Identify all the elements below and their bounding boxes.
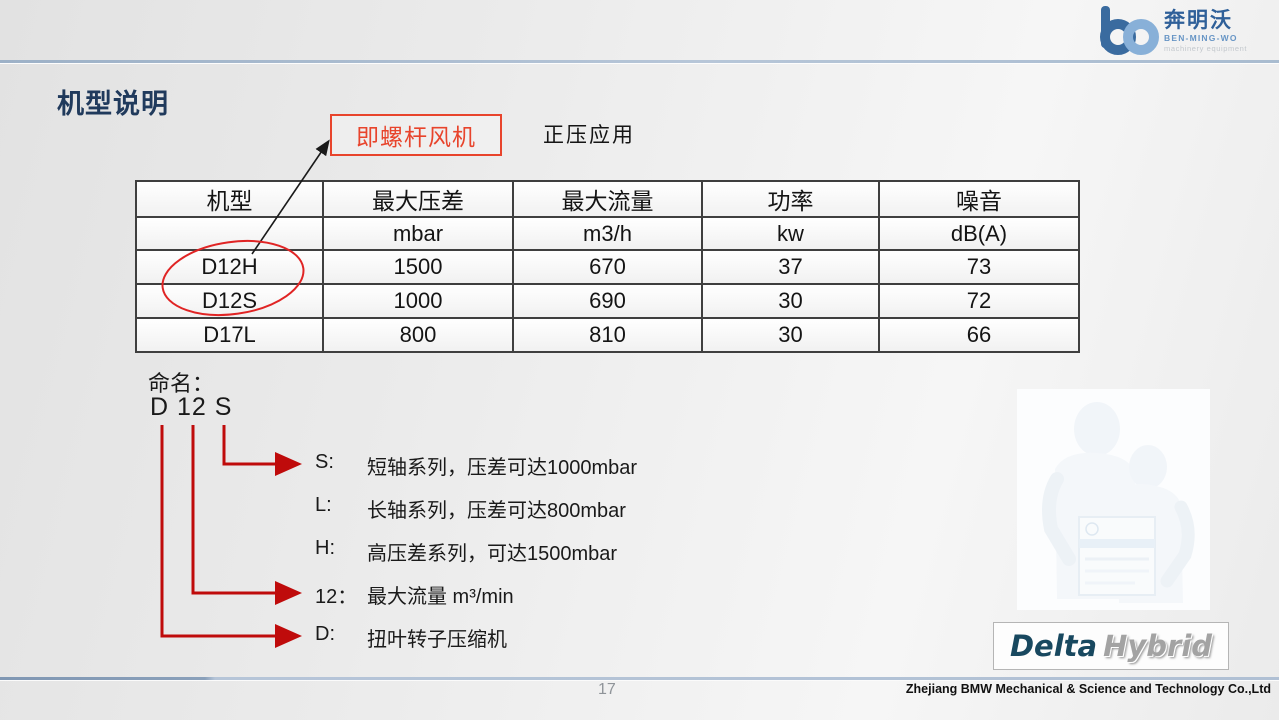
naming-desc: 扭叶转子压缩机 xyxy=(367,629,507,651)
model-cell: D12S xyxy=(135,283,324,319)
col-header-noise: 噪音 xyxy=(878,180,1080,218)
unit-cell: mbar xyxy=(322,216,514,251)
model-spec-table: 机型 最大压差 最大流量 功率 噪音 mbar m3/h kw dB(A) D1… xyxy=(135,180,1080,353)
naming-desc: 长轴系列，压差可达800mbar xyxy=(367,500,626,522)
value-cell: 73 xyxy=(878,249,1080,285)
naming-item-l: L: 长轴系列，压差可达800mbar xyxy=(315,494,626,523)
unit-cell xyxy=(135,216,324,251)
value-cell: 72 xyxy=(878,283,1080,319)
footer-company-name: Zhejiang BMW Mechanical & Science and Te… xyxy=(905,682,1271,696)
value-cell: 66 xyxy=(878,317,1080,353)
naming-item-s: S: 短轴系列，压差可达1000mbar xyxy=(315,451,637,480)
value-cell: 37 xyxy=(701,249,880,285)
col-header-model: 机型 xyxy=(135,180,324,218)
unit-cell: dB(A) xyxy=(878,216,1080,251)
col-header-flow: 最大流量 xyxy=(512,180,703,218)
value-cell: 1000 xyxy=(322,283,514,319)
delta-hybrid-logo: Delta Hybrid xyxy=(993,622,1229,670)
callout-screw-blower: 即螺杆风机 xyxy=(330,114,502,156)
positive-pressure-note: 正压应用 xyxy=(543,124,635,147)
robot-watermark-image xyxy=(1017,389,1210,610)
page-number: 17 xyxy=(598,681,616,698)
page-title: 机型说明 xyxy=(57,89,169,119)
brand-hybrid-text: Hybrid xyxy=(1103,629,1213,663)
value-cell: 810 xyxy=(512,317,703,353)
naming-item-d: D: 扭叶转子压缩机 xyxy=(315,623,507,652)
connector-12 xyxy=(191,425,302,605)
naming-item-h: H: 高压差系列，可达1500mbar xyxy=(315,537,617,566)
table-header-row: 机型 最大压差 最大流量 功率 噪音 xyxy=(135,180,1080,218)
naming-key: S: xyxy=(315,451,334,473)
brand-delta-text: Delta xyxy=(1009,629,1098,663)
value-cell: 30 xyxy=(701,317,880,353)
header-divider xyxy=(0,60,1279,63)
robots-icon xyxy=(1017,389,1210,610)
company-logo: 奔明沃 BEN-MING-WO machinery equipment xyxy=(1096,3,1276,59)
value-cell: 690 xyxy=(512,283,703,319)
naming-key: D: xyxy=(315,623,335,645)
value-cell: 30 xyxy=(701,283,880,319)
value-cell: 670 xyxy=(512,249,703,285)
naming-desc: 短轴系列，压差可达1000mbar xyxy=(367,457,638,479)
naming-desc: 高压差系列，可达1500mbar xyxy=(367,543,618,565)
naming-key: H: xyxy=(315,537,335,559)
logo-bo-icon xyxy=(1100,6,1159,55)
model-cell: D12H xyxy=(135,249,324,285)
naming-key: 12： xyxy=(315,586,358,608)
table-row: D12S 1000 690 30 72 xyxy=(135,283,1080,319)
connector-s xyxy=(222,425,302,476)
naming-key: L: xyxy=(315,494,332,516)
model-cell: D17L xyxy=(135,317,324,353)
col-header-power: 功率 xyxy=(701,180,880,218)
connector-d xyxy=(160,425,302,648)
unit-cell: m3/h xyxy=(512,216,703,251)
naming-example: D 12 S xyxy=(150,393,233,421)
value-cell: 1500 xyxy=(322,249,514,285)
unit-cell: kw xyxy=(701,216,880,251)
naming-heading: 命名： xyxy=(148,371,215,396)
col-header-pressure: 最大压差 xyxy=(322,180,514,218)
naming-item-12: 12： 最大流量 m³/min xyxy=(315,580,514,609)
table-units-row: mbar m3/h kw dB(A) xyxy=(135,216,1080,251)
logo-name-en: BEN-MING-WO xyxy=(1164,33,1238,43)
footer-divider xyxy=(0,677,1279,680)
logo-tagline: machinery equipment xyxy=(1164,43,1248,53)
logo-name-cn: 奔明沃 xyxy=(1164,9,1233,32)
value-cell: 800 xyxy=(322,317,514,353)
naming-desc: 最大流量 m³/min xyxy=(367,586,514,608)
table-row: D12H 1500 670 37 73 xyxy=(135,249,1080,285)
table-row: D17L 800 810 30 66 xyxy=(135,317,1080,353)
